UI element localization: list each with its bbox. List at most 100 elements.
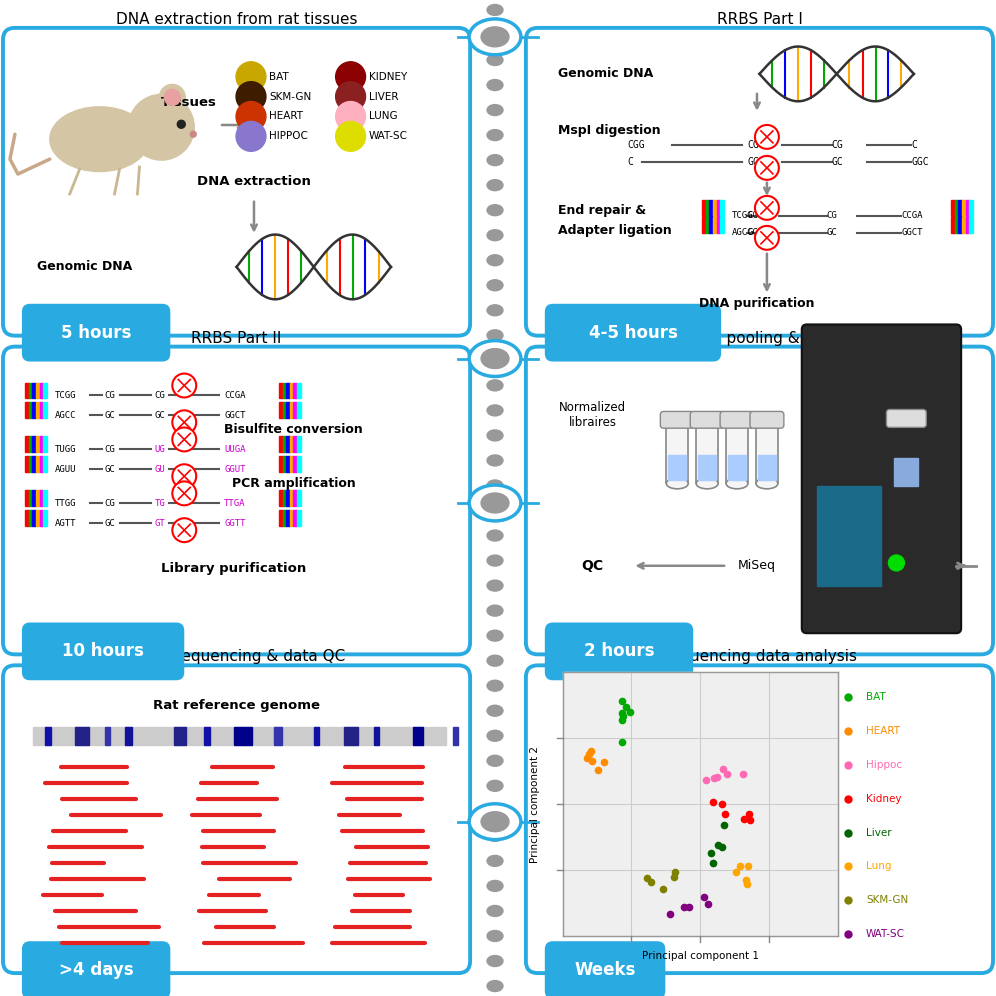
Ellipse shape (487, 980, 503, 992)
Ellipse shape (726, 478, 748, 489)
Bar (32, 456, 36, 472)
Text: Lung: Lung (867, 862, 891, 872)
FancyBboxPatch shape (666, 420, 688, 483)
Text: CCGA: CCGA (901, 211, 923, 220)
Ellipse shape (487, 955, 503, 966)
FancyBboxPatch shape (22, 622, 184, 680)
Bar (279, 510, 283, 526)
Bar (32, 382, 36, 398)
Bar (75, 727, 89, 745)
Bar (290, 490, 294, 506)
Bar (33, 727, 446, 745)
Bar (962, 217, 966, 233)
Text: Adapter ligation: Adapter ligation (558, 223, 671, 236)
Text: DNA purification: DNA purification (699, 298, 815, 311)
Circle shape (236, 82, 266, 112)
Text: WAT-SC: WAT-SC (369, 131, 407, 141)
Text: Kidney: Kidney (867, 794, 901, 804)
Ellipse shape (487, 930, 503, 941)
Ellipse shape (487, 530, 503, 541)
Bar (563, 672, 838, 936)
Bar (294, 456, 297, 472)
Bar (717, 200, 720, 216)
Bar (958, 200, 962, 216)
Text: Tissues: Tissues (161, 96, 217, 109)
Ellipse shape (481, 493, 509, 513)
Bar (25, 510, 29, 526)
Text: MiSeq: MiSeq (738, 560, 776, 573)
Bar (29, 456, 32, 472)
Bar (966, 200, 969, 216)
Text: Normalized
libraires: Normalized libraires (559, 401, 626, 429)
Text: LIVER: LIVER (369, 92, 398, 102)
Bar (32, 510, 36, 526)
Bar (969, 217, 973, 233)
FancyBboxPatch shape (545, 622, 693, 680)
Ellipse shape (487, 755, 503, 766)
Bar (969, 200, 973, 216)
Circle shape (755, 196, 779, 220)
Text: AGUU: AGUU (55, 465, 77, 474)
Bar (40, 456, 43, 472)
Ellipse shape (487, 580, 503, 591)
Ellipse shape (487, 555, 503, 566)
Bar (717, 217, 720, 233)
FancyBboxPatch shape (526, 665, 993, 973)
Bar (283, 510, 286, 526)
Bar (668, 455, 686, 480)
Text: GC: GC (747, 157, 759, 167)
Bar (40, 490, 43, 506)
Ellipse shape (487, 55, 503, 66)
Text: Sequencing data analysis: Sequencing data analysis (661, 649, 858, 664)
FancyBboxPatch shape (526, 28, 993, 336)
Text: GGUT: GGUT (224, 465, 246, 474)
Text: GC: GC (105, 519, 116, 528)
Text: C: C (627, 157, 633, 167)
Circle shape (888, 555, 904, 571)
Bar (294, 382, 297, 398)
Bar (297, 510, 301, 526)
Circle shape (128, 95, 194, 160)
FancyBboxPatch shape (22, 941, 170, 996)
Text: MspI digestion: MspI digestion (558, 124, 660, 137)
Bar (702, 200, 706, 216)
Ellipse shape (487, 30, 503, 41)
Text: Library pooling & MiSeq: Library pooling & MiSeq (668, 331, 851, 346)
Bar (955, 200, 958, 216)
Bar (294, 490, 297, 506)
Ellipse shape (469, 341, 521, 376)
Text: LUNG: LUNG (369, 112, 397, 122)
Bar (43, 382, 47, 398)
Bar (698, 455, 716, 480)
Text: TTGA: TTGA (224, 499, 246, 508)
Ellipse shape (481, 27, 509, 47)
Bar (290, 510, 294, 526)
Text: HEART: HEART (867, 726, 900, 736)
Text: Genomic DNA: Genomic DNA (37, 260, 132, 274)
Bar (40, 510, 43, 526)
Circle shape (336, 102, 366, 131)
Text: CG: CG (832, 139, 844, 149)
Text: CG: CG (105, 445, 116, 454)
Bar (29, 510, 32, 526)
Bar (294, 436, 297, 452)
Bar (314, 727, 319, 745)
Bar (962, 200, 966, 216)
Bar (374, 727, 379, 745)
Bar (36, 490, 40, 506)
Bar (713, 217, 717, 233)
Text: Weeks: Weeks (575, 961, 635, 979)
FancyBboxPatch shape (756, 420, 778, 483)
Bar (297, 402, 301, 418)
Ellipse shape (481, 812, 509, 832)
Text: >4 days: >4 days (59, 961, 133, 979)
Bar (43, 456, 47, 472)
Text: Genomic DNA: Genomic DNA (558, 68, 653, 81)
Ellipse shape (487, 430, 503, 441)
FancyBboxPatch shape (750, 411, 784, 428)
Ellipse shape (487, 831, 503, 842)
Text: Rat reference genome: Rat reference genome (153, 699, 320, 712)
FancyBboxPatch shape (696, 420, 718, 483)
Bar (817, 486, 881, 586)
Text: RRBS Part II: RRBS Part II (191, 331, 282, 346)
